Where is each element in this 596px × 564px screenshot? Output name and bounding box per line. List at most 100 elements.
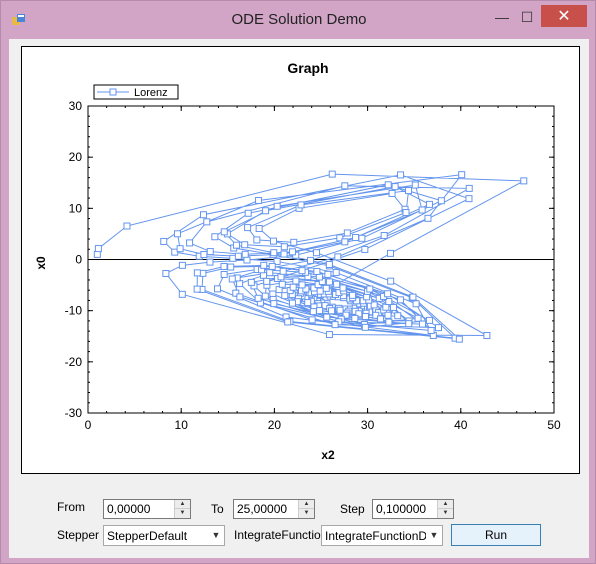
data-point-marker [413, 301, 419, 307]
data-point-marker [426, 201, 432, 207]
close-button[interactable]: ✕ [541, 5, 587, 27]
from-spinner[interactable]: ▲ ▼ [174, 500, 190, 518]
data-point-marker [352, 315, 358, 321]
to-spinner[interactable]: ▲ ▼ [298, 500, 314, 518]
data-point-marker [267, 270, 273, 276]
data-point-marker [333, 270, 339, 276]
data-point-marker [410, 294, 416, 300]
data-point-marker [233, 242, 239, 248]
x-tick-label: 30 [361, 418, 375, 432]
data-point-marker [245, 210, 251, 216]
data-point-marker [174, 231, 180, 237]
from-label: From [57, 500, 85, 514]
data-point-marker [279, 281, 285, 287]
data-point-marker [420, 321, 426, 327]
data-point-marker [332, 322, 338, 328]
data-point-marker [395, 313, 401, 319]
title-bar[interactable]: ODE Solution Demo — ☐ ✕ [1, 1, 596, 39]
stepper-select[interactable]: StepperDefault ▼ [103, 525, 225, 546]
data-point-marker [290, 284, 296, 290]
data-point-marker [271, 301, 277, 307]
integrate-function-select[interactable]: IntegrateFunctionDe ▼ [321, 525, 443, 546]
data-point-marker [228, 264, 234, 270]
data-point-marker [385, 312, 391, 318]
data-point-marker [282, 293, 288, 299]
data-point-marker [362, 246, 368, 252]
data-point-marker [262, 293, 268, 299]
integrate-function-label: IntegrateFunction [234, 528, 327, 542]
step-field[interactable]: 0,100000 ▲ ▼ [372, 499, 454, 519]
data-point-marker [261, 262, 267, 268]
data-point-marker [406, 321, 412, 327]
data-point-marker [466, 196, 472, 202]
data-point-marker [314, 250, 320, 256]
run-button[interactable]: Run [451, 524, 541, 546]
to-label: To [211, 502, 224, 516]
step-spinner[interactable]: ▲ ▼ [437, 500, 453, 518]
data-point-marker [385, 182, 391, 188]
from-field[interactable]: 0,00000 ▲ ▼ [103, 499, 191, 519]
spin-up-icon[interactable]: ▲ [438, 500, 453, 509]
data-point-marker [254, 237, 260, 243]
to-field[interactable]: 25,00000 ▲ ▼ [233, 499, 315, 519]
data-point-marker [425, 215, 431, 221]
data-point-marker [291, 239, 297, 245]
x-tick-label: 10 [175, 418, 189, 432]
data-point-marker [342, 239, 348, 245]
data-point-marker [326, 279, 332, 285]
data-point-marker [244, 257, 250, 263]
data-point-marker [388, 278, 394, 284]
spin-down-icon[interactable]: ▼ [438, 509, 453, 518]
data-point-marker [335, 254, 341, 260]
x-tick-label: 20 [268, 418, 282, 432]
data-point-marker [200, 212, 206, 218]
data-point-marker [124, 223, 130, 229]
data-point-marker [242, 251, 248, 257]
x-tick-label: 0 [85, 418, 92, 432]
y-tick-label: 30 [69, 99, 83, 113]
chevron-down-icon[interactable]: ▼ [208, 526, 224, 545]
data-point-marker [221, 229, 227, 235]
data-point-marker [314, 268, 320, 274]
data-point-marker [390, 304, 396, 310]
spin-up-icon[interactable]: ▲ [299, 500, 314, 509]
data-point-marker [161, 238, 167, 244]
data-point-marker [221, 271, 227, 277]
data-point-marker [381, 233, 387, 239]
data-point-marker [456, 336, 462, 342]
data-point-marker [521, 178, 527, 184]
data-point-marker [280, 268, 286, 274]
data-point-marker [201, 251, 207, 257]
data-point-marker [235, 253, 241, 259]
chevron-down-icon[interactable]: ▼ [426, 526, 442, 545]
data-point-marker [329, 308, 335, 314]
data-point-marker [415, 315, 421, 321]
data-point-marker [163, 270, 169, 276]
data-point-marker [264, 278, 270, 284]
spin-down-icon[interactable]: ▼ [299, 509, 314, 518]
data-point-marker [325, 271, 331, 277]
data-point-marker [237, 294, 243, 300]
legend-marker [110, 89, 116, 95]
spin-down-icon[interactable]: ▼ [175, 509, 190, 518]
data-point-marker [412, 182, 418, 188]
data-point-marker [255, 295, 261, 301]
data-point-marker [389, 190, 395, 196]
data-point-marker [309, 317, 315, 323]
data-point-marker [299, 282, 305, 288]
data-point-marker [466, 185, 472, 191]
spin-up-icon[interactable]: ▲ [175, 500, 190, 509]
y-tick-label: 0 [75, 253, 82, 267]
data-point-marker [359, 235, 365, 241]
data-point-marker [362, 324, 368, 330]
data-point-marker [342, 183, 348, 189]
data-point-marker [428, 328, 434, 334]
data-point-marker [221, 263, 227, 269]
y-tick-label: -10 [65, 304, 83, 318]
data-point-marker [305, 300, 311, 306]
y-tick-label: 20 [69, 150, 83, 164]
maximize-button[interactable]: ☐ [513, 5, 541, 29]
data-point-marker [317, 288, 323, 294]
data-point-marker [248, 279, 254, 285]
